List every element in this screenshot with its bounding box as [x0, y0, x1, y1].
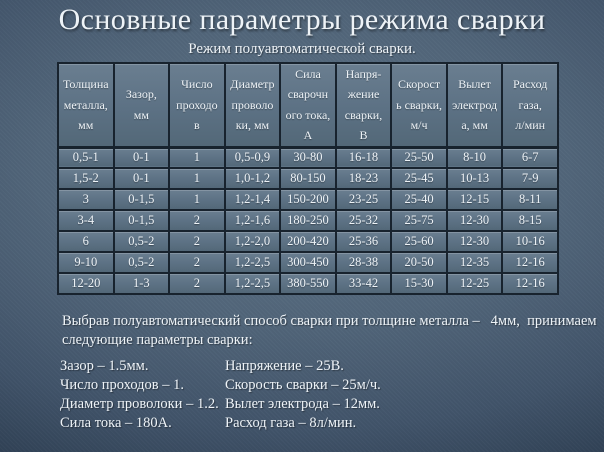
page-subtitle: Режим полуавтоматической сварки. — [188, 41, 416, 57]
table-cell: 15-30 — [390, 272, 448, 296]
table-cell: 25-45 — [390, 167, 448, 191]
table-row: 9-10 0,5-2 2 1,2-2,5 300-450 28-38 20-50 12-35 1… — [57, 251, 559, 275]
table-cell: 1,0-1,2 — [223, 167, 282, 191]
column-header-gap: Зазор, мм — [112, 61, 171, 149]
table-cell: 0,5-0,9 — [223, 146, 282, 170]
conclusion-paragraph: Выбрав полуавтоматический способ сварки … — [62, 312, 597, 349]
table-cell: 12-15 — [445, 188, 504, 212]
column-header-metal-thickness: Толщина металла, мм — [57, 61, 115, 149]
table-cell: 0-1 — [112, 167, 171, 191]
table-cell: 8-10 — [445, 146, 504, 170]
table-cell: 380-550 — [279, 272, 337, 296]
table-row: 3-4 0-1,5 2 1,2-1,6 180-250 25-32 25-75 12-30 8-… — [57, 209, 559, 233]
table-cell: 16-18 — [334, 146, 393, 170]
table-cell: 10-16 — [501, 230, 559, 254]
column-header-voltage: Напря- жение сварки, В — [334, 61, 393, 149]
table-header-row: Толщина металла, мм Зазор, мм Число прох… — [57, 61, 559, 149]
table-cell: 1,5-2 — [57, 167, 115, 191]
table-row: 6 0,5-2 2 1,2-2,0 200-420 25-36 25-60 12-30 10-1… — [57, 230, 559, 254]
table-cell: 10-13 — [445, 167, 504, 191]
table-cell: 12-30 — [445, 230, 504, 254]
table-cell: 25-40 — [390, 188, 448, 212]
table-cell: 25-75 — [390, 209, 448, 233]
conclusion-line-2: следующие параметры сварки: — [62, 331, 253, 348]
param-gap: Зазор – 1.5мм. — [60, 358, 149, 374]
table-cell: 1,2-1,4 — [223, 188, 282, 212]
table-cell: 33-42 — [334, 272, 393, 296]
table-cell: 3 — [57, 188, 115, 212]
conclusion-line-1: Выбрав полуавтоматический способ сварки … — [62, 313, 597, 329]
table-cell: 180-250 — [279, 209, 337, 233]
table-cell: 6-7 — [501, 146, 559, 170]
table-cell: 80-150 — [279, 167, 337, 191]
table-row: 12-20 1-3 2 1,2-2,5 380-550 33-42 15-30 12-25 12… — [57, 272, 559, 296]
table-cell: 25-36 — [334, 230, 393, 254]
table-cell: 28-38 — [334, 251, 393, 275]
table-cell: 12-35 — [445, 251, 504, 275]
table-cell: 1,2-2,5 — [223, 251, 282, 275]
page-title: Основные параметры режима сварки — [58, 3, 546, 36]
table-row: 3 0-1,5 1 1,2-1,4 150-200 23-25 25-40 12-15 8-11 — [57, 188, 559, 212]
table-cell: 1-3 — [112, 272, 171, 296]
table-cell: 1 — [168, 167, 226, 191]
column-header-pass-count: Число проходо в — [168, 61, 226, 149]
table-cell: 200-420 — [279, 230, 337, 254]
param-voltage: Напряжение – 25В. — [225, 358, 344, 374]
table-cell: 23-25 — [334, 188, 393, 212]
table-cell: 1 — [168, 188, 226, 212]
param-pass-count: Число проходов – 1. — [60, 377, 185, 393]
table-cell: 1,2-2,5 — [223, 272, 282, 296]
table-cell: 12-20 — [57, 272, 115, 296]
table-cell: 9-10 — [57, 251, 115, 275]
table-cell: 1,2-1,6 — [223, 209, 282, 233]
table-row: 1,5-2 0-1 1 1,0-1,2 80-150 18-23 25-45 10-13 7-9 — [57, 167, 559, 191]
column-header-electrode-stickout: Вылет электрод а, мм — [445, 61, 504, 149]
param-gas-flow: Расход газа – 8л/мин. — [225, 415, 357, 431]
welding-parameters-table: Толщина металла, мм Зазор, мм Число прох… — [57, 61, 559, 296]
table-cell: 18-23 — [334, 167, 393, 191]
table-cell: 0-1,5 — [112, 188, 171, 212]
table-cell: 0,5-2 — [112, 230, 171, 254]
column-header-gas-flow: Расход газа, л/мин — [501, 61, 559, 149]
table-cell: 2 — [168, 272, 226, 296]
table-cell: 12-30 — [445, 209, 504, 233]
table-cell: 2 — [168, 251, 226, 275]
table-cell: 25-60 — [390, 230, 448, 254]
table-cell: 30-80 — [279, 146, 337, 170]
table-cell: 12-25 — [445, 272, 504, 296]
table-cell: 6 — [57, 230, 115, 254]
table-cell: 0-1 — [112, 146, 171, 170]
table-cell: 0,5-2 — [112, 251, 171, 275]
table-cell: 150-200 — [279, 188, 337, 212]
table-cell: 7-9 — [501, 167, 559, 191]
column-header-current: Сила сварочн ого тока, А — [279, 61, 337, 149]
table-cell: 12-16 — [501, 272, 559, 296]
table-cell: 12-16 — [501, 251, 559, 275]
table-cell: 3-4 — [57, 209, 115, 233]
table-cell: 1,2-2,0 — [223, 230, 282, 254]
table-cell: 25-50 — [390, 146, 448, 170]
table-cell: 25-32 — [334, 209, 393, 233]
table-row: 0,5-1 0-1 1 0,5-0,9 30-80 16-18 25-50 8-10 6-7 — [57, 146, 559, 170]
table-cell: 2 — [168, 230, 226, 254]
table-cell: 20-50 — [390, 251, 448, 275]
table-cell: 300-450 — [279, 251, 337, 275]
param-electrode-stickout: Вылет электрода – 12мм. — [225, 396, 380, 412]
column-header-wire-diameter: Диаметр проволо ки, мм — [223, 61, 282, 149]
column-header-speed: Скорост ь сварки, м/ч — [390, 61, 448, 149]
table-header: Толщина металла, мм Зазор, мм Число прох… — [57, 61, 559, 149]
table-cell: 1 — [168, 146, 226, 170]
table-cell: 0,5-1 — [57, 146, 115, 170]
table-body: 0,5-1 0-1 1 0,5-0,9 30-80 16-18 25-50 8-10 6-7 1,… — [57, 146, 559, 296]
table-cell: 8-11 — [501, 188, 559, 212]
selected-parameters-list: Зазор – 1.5мм. Напряжение – 25В. Число п… — [60, 357, 381, 433]
param-current: Сила тока – 180А. — [60, 415, 172, 431]
param-speed: Скорость сварки – 25м/ч. — [225, 377, 381, 393]
table-cell: 8-15 — [501, 209, 559, 233]
table-cell: 0-1,5 — [112, 209, 171, 233]
table-cell: 2 — [168, 209, 226, 233]
param-wire-diameter: Диаметр проволоки – 1.2. — [60, 396, 219, 412]
